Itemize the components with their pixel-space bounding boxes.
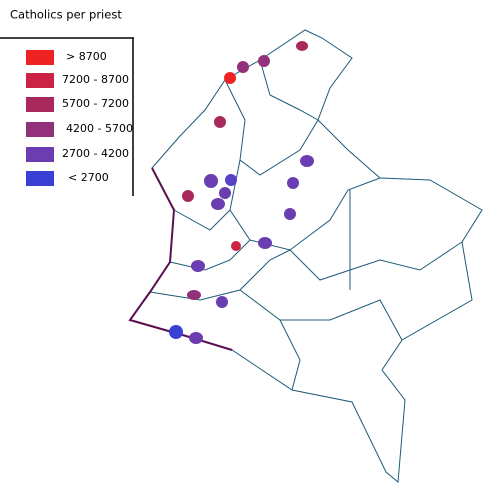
- legend-swatch: [26, 97, 54, 112]
- marker: [287, 177, 299, 189]
- legend-swatch: [26, 122, 54, 137]
- marker: [187, 290, 201, 300]
- marker: [211, 198, 225, 210]
- legend-swatch: [26, 147, 54, 162]
- pacific-coast: [128, 167, 233, 351]
- marker: [204, 174, 218, 188]
- marker: [300, 155, 314, 167]
- marker: [216, 296, 228, 308]
- marker: [231, 241, 241, 251]
- marker: [219, 187, 231, 199]
- marker: [258, 55, 270, 67]
- marker: [237, 61, 249, 73]
- legend-title: Catholics per priest: [10, 8, 122, 22]
- legend-label: > 8700: [66, 50, 107, 63]
- legend-background: [0, 0, 134, 196]
- legend-swatch: [26, 171, 54, 186]
- marker: [169, 325, 183, 339]
- legend-label: 5700 - 7200: [62, 97, 129, 110]
- marker: [182, 190, 194, 202]
- legend-swatch: [26, 73, 54, 88]
- marker: [189, 332, 203, 344]
- marker: [224, 72, 236, 84]
- legend-label: 2700 - 4200: [62, 147, 129, 160]
- marker: [296, 41, 308, 51]
- legend-swatch: [26, 50, 54, 65]
- marker: [214, 116, 226, 128]
- legend: Catholics per priest > 8700 7200 - 8700 57…: [0, 0, 134, 196]
- legend-label: < 2700: [68, 171, 109, 184]
- country-outline: [129, 29, 483, 483]
- marker: [191, 260, 205, 272]
- marker: [225, 174, 237, 186]
- legend-label: 4200 - 5700: [66, 122, 133, 135]
- markers: [169, 41, 314, 344]
- marker: [284, 208, 296, 220]
- legend-label: 7200 - 8700: [62, 73, 129, 86]
- marker: [258, 237, 272, 249]
